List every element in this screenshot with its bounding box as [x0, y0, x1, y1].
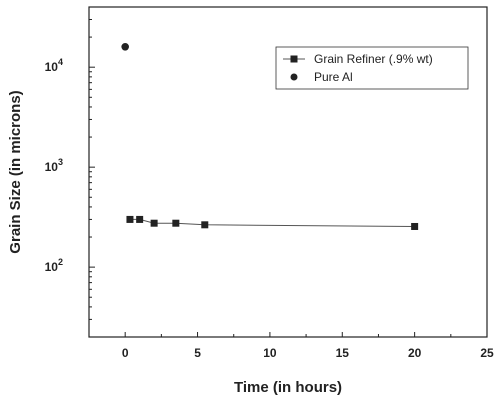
x-axis-title: Time (in hours) — [234, 379, 342, 396]
grain-refiner-point — [172, 219, 180, 227]
x-tick-label: 25 — [480, 346, 494, 360]
y-tick-label: 104 — [45, 57, 63, 74]
y-axis-ticks: 102 103 104 — [45, 6, 95, 338]
grain-refiner-point — [150, 219, 158, 227]
y-axis-title: Grain Size (in microns) — [7, 90, 24, 253]
x-tick-label: 5 — [194, 346, 201, 360]
legend-label-pure-al: Pure Al — [314, 70, 353, 84]
legend-box — [275, 46, 469, 90]
pure-al-point — [121, 42, 129, 51]
grain-refiner-point — [126, 215, 134, 223]
grain-refiner-point — [136, 215, 144, 223]
legend-label-grain-refiner: Grain Refiner (.9% wt) — [314, 52, 433, 66]
data-markers — [121, 42, 419, 230]
x-tick-label: 10 — [263, 346, 277, 360]
y-tick-label: 102 — [45, 257, 63, 274]
y-tick-label: 103 — [45, 157, 63, 174]
x-axis-ticks: 0 5 10 15 20 25 — [88, 332, 494, 360]
grain-refiner-point — [411, 222, 419, 230]
legend: Grain Refiner (.9% wt) Pure Al — [275, 46, 469, 90]
x-tick-label: 0 — [122, 346, 129, 360]
x-tick-label: 20 — [408, 346, 422, 360]
legend-marker-grain-refiner — [290, 55, 298, 63]
legend-marker-pure-al — [290, 73, 298, 81]
x-tick-label: 15 — [336, 346, 350, 360]
grain-refiner-point — [201, 221, 209, 229]
